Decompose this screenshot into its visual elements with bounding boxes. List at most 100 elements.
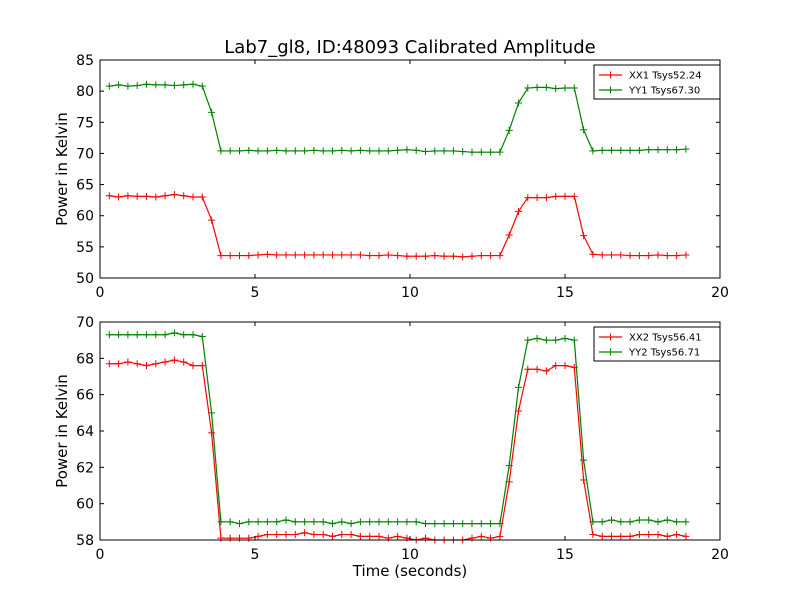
top-series-1-point bbox=[254, 251, 262, 259]
top-series-1-point bbox=[608, 251, 615, 259]
bottom-series-1-point bbox=[384, 534, 392, 542]
bottom-series-2-point bbox=[524, 336, 532, 344]
top-series-1-point bbox=[347, 251, 355, 259]
top-series-2-point bbox=[459, 148, 467, 156]
top-series-2-point bbox=[487, 148, 495, 156]
bottom-series-1-point bbox=[263, 531, 271, 539]
bottom-legend-label-2: YY2 Tsys56.71 bbox=[628, 348, 700, 359]
bottom-series-2-point bbox=[459, 520, 467, 528]
bottom-series-1-point bbox=[608, 532, 615, 540]
top-series-2-point bbox=[477, 148, 485, 156]
bottom-y-axis-label: Power in Kelvin bbox=[53, 374, 71, 488]
top-y-tick-label: 60 bbox=[76, 209, 94, 225]
bottom-x-tick-label: 10 bbox=[401, 547, 419, 563]
bottom-series-2-point bbox=[570, 336, 578, 344]
bottom-series-2-point bbox=[189, 331, 197, 339]
top-series-1-point bbox=[198, 193, 206, 201]
top-series-1-point bbox=[515, 207, 522, 215]
top-series-1-point bbox=[561, 192, 569, 200]
bottom-series-2-point bbox=[440, 520, 448, 528]
bottom-series-2-point bbox=[645, 516, 653, 524]
bottom-series-1-point bbox=[366, 532, 374, 540]
top-series-1-point bbox=[635, 252, 643, 260]
top-series-2-point bbox=[273, 146, 281, 154]
top-series-1-point bbox=[394, 252, 402, 260]
bottom-series-1-point bbox=[226, 534, 234, 542]
bottom-series-1-point bbox=[375, 532, 383, 540]
top-series-1-point bbox=[152, 193, 160, 201]
bottom-series-1-point bbox=[208, 429, 216, 437]
top-series-2-point bbox=[663, 146, 671, 154]
bottom-series-1-point bbox=[310, 531, 318, 539]
bottom-series-2-point bbox=[561, 334, 569, 342]
bottom-series-1-point bbox=[617, 532, 625, 540]
top-series-2-point bbox=[170, 82, 178, 90]
bottom-series-1-point bbox=[524, 365, 532, 373]
top-series-1-point bbox=[217, 252, 225, 260]
bottom-series-1-point bbox=[356, 532, 364, 540]
top-series-2-point bbox=[468, 148, 476, 156]
top-series-1-point bbox=[236, 252, 243, 260]
bottom-series-2-point bbox=[356, 518, 364, 526]
bottom-series-1-point bbox=[654, 531, 662, 539]
top-series-1-point bbox=[440, 252, 448, 260]
top-legend-marker-1 bbox=[607, 71, 614, 79]
bottom-series-1-point bbox=[468, 534, 476, 542]
top-series-2-point bbox=[449, 147, 457, 155]
bottom-series-1-point bbox=[598, 532, 606, 540]
top-series-1-point bbox=[356, 251, 364, 259]
top-series-1-point bbox=[542, 194, 550, 202]
top-series-2-point bbox=[524, 84, 532, 92]
bottom-series-1-point bbox=[682, 532, 690, 540]
bottom-series-1-point bbox=[347, 531, 355, 539]
bottom-series-1-point bbox=[487, 534, 495, 542]
top-y-axis-label: Power in Kelvin bbox=[53, 112, 71, 226]
top-series-2-point bbox=[105, 82, 113, 90]
bottom-series-1-point bbox=[124, 358, 132, 366]
top-series-1-point bbox=[226, 252, 234, 260]
bottom-y-tick-label: 70 bbox=[76, 315, 94, 331]
bottom-series-2-point bbox=[552, 336, 560, 344]
bottom-series-2-point bbox=[366, 518, 374, 526]
bottom-series-1-point bbox=[236, 534, 243, 542]
bottom-legend: XX2 Tsys56.41 YY2 Tsys56.71 bbox=[593, 326, 721, 362]
top-series-2-point bbox=[570, 84, 578, 92]
bottom-legend-marker-2 bbox=[607, 348, 614, 356]
bottom-series-1-point bbox=[645, 531, 653, 539]
bottom-series-2-point bbox=[505, 462, 513, 470]
top-y-tick-label: 55 bbox=[76, 240, 94, 256]
top-series-1-point bbox=[403, 252, 411, 260]
top-series-1-point bbox=[412, 252, 420, 260]
top-series-2-point bbox=[608, 146, 615, 154]
top-series-2-point bbox=[635, 146, 643, 154]
top-series-2-point bbox=[412, 146, 420, 154]
bottom-series-2-point bbox=[515, 383, 522, 391]
top-series-2-point bbox=[552, 85, 560, 93]
bottom-series-2-point bbox=[654, 518, 662, 526]
top-legend-label-1: XX1 Tsys52.24 bbox=[629, 71, 702, 82]
top-series-1-point bbox=[449, 252, 457, 260]
top-series-1-point bbox=[366, 252, 374, 260]
top-series-1-point bbox=[673, 252, 681, 260]
top-series-1-point bbox=[282, 251, 290, 259]
top-series-1-point bbox=[301, 251, 309, 259]
bottom-series-1-point bbox=[189, 362, 197, 370]
top-series-1-point bbox=[468, 252, 476, 260]
bottom-series-1-point bbox=[282, 531, 290, 539]
bottom-series-2-point bbox=[542, 336, 550, 344]
bottom-y-tick-label: 60 bbox=[76, 497, 94, 513]
top-x-tick-label: 15 bbox=[556, 285, 574, 301]
bottom-series-2-point bbox=[198, 333, 206, 341]
bottom-y-tick-label: 58 bbox=[76, 533, 94, 549]
top-series-1-point bbox=[170, 191, 178, 199]
top-series-1-point bbox=[626, 252, 634, 260]
top-series-1-point bbox=[663, 252, 671, 260]
bottom-series-1-point bbox=[552, 362, 560, 370]
bottom-series-2-point bbox=[431, 520, 439, 528]
top-series-2-point bbox=[673, 146, 681, 154]
bottom-series-1-point bbox=[217, 534, 225, 542]
top-series-2-point bbox=[580, 126, 588, 134]
figure-title: Lab7_gl8, ID:48093 Calibrated Amplitude bbox=[224, 37, 595, 58]
bottom-series-2-point bbox=[487, 520, 495, 528]
